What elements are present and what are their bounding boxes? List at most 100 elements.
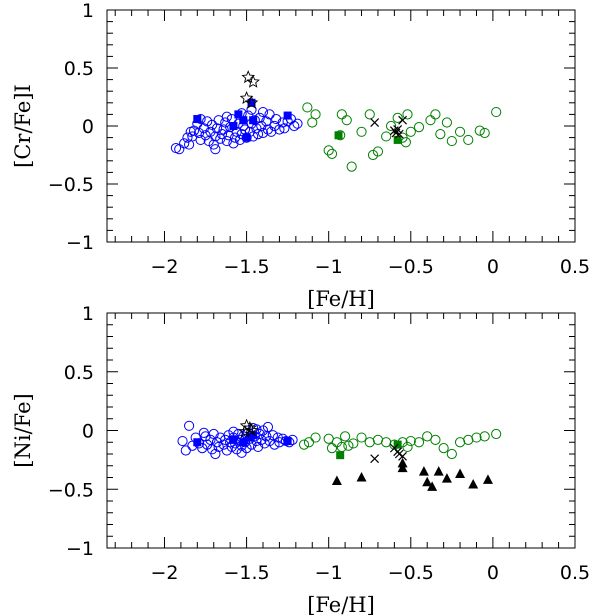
data-point bbox=[413, 437, 425, 448]
data-point bbox=[266, 126, 277, 137]
data-point bbox=[210, 448, 221, 460]
data-point bbox=[446, 448, 457, 460]
series-filled-square bbox=[193, 98, 292, 142]
data-point bbox=[236, 447, 247, 458]
data-point bbox=[244, 423, 259, 437]
data-point bbox=[283, 437, 292, 446]
data-point bbox=[463, 134, 474, 146]
data-point bbox=[334, 131, 343, 140]
y-tick-label: 0.5 bbox=[64, 362, 94, 384]
y-tick-label: 0 bbox=[82, 421, 94, 443]
data-point bbox=[438, 443, 449, 454]
data-point bbox=[356, 472, 367, 482]
data-point bbox=[491, 106, 502, 118]
data-point bbox=[289, 120, 300, 132]
x-tick-label: −0.5 bbox=[388, 256, 434, 278]
data-point bbox=[336, 109, 347, 120]
data-point bbox=[433, 466, 444, 476]
data-point bbox=[430, 434, 441, 445]
data-point bbox=[441, 117, 453, 128]
data-point bbox=[239, 116, 248, 125]
data-point bbox=[298, 439, 310, 450]
data-point bbox=[468, 479, 479, 489]
data-point bbox=[244, 95, 259, 109]
data-point bbox=[402, 109, 413, 120]
y-axis-label: [Ni/Fe] bbox=[11, 393, 35, 467]
data-point bbox=[229, 132, 241, 143]
data-point bbox=[261, 116, 272, 127]
data-point bbox=[372, 146, 384, 157]
data-point bbox=[454, 126, 466, 137]
ni-fe-panel: −2 −1.5 −1 −0.5 0 0.5 −1 −0.5 0 0.5 1 [Fe/H] [Ni/Fe] bbox=[11, 303, 590, 616]
data-point bbox=[397, 462, 408, 473]
data-point bbox=[413, 122, 425, 133]
series-filled-square bbox=[193, 431, 292, 447]
x-tick-label: −2 bbox=[150, 562, 178, 584]
y-tick-label: −1 bbox=[66, 232, 94, 254]
data-point bbox=[185, 126, 196, 137]
data-point bbox=[262, 124, 274, 135]
y-tick-label: −0.5 bbox=[48, 479, 94, 501]
data-point bbox=[249, 116, 258, 125]
data-point bbox=[394, 129, 404, 139]
x-tick-label: −1.5 bbox=[224, 256, 270, 278]
data-point bbox=[336, 451, 345, 460]
data-point bbox=[435, 129, 446, 140]
data-point bbox=[348, 438, 359, 449]
data-point bbox=[174, 144, 185, 155]
data-point bbox=[405, 126, 416, 137]
data-point bbox=[182, 132, 193, 143]
data-point bbox=[283, 111, 292, 120]
data-point bbox=[269, 439, 280, 450]
data-point bbox=[184, 420, 195, 431]
data-point bbox=[346, 161, 357, 172]
x-tick-label: −1.5 bbox=[224, 562, 270, 584]
data-point bbox=[198, 427, 209, 438]
data-point bbox=[210, 144, 221, 155]
x-tick-label: −2 bbox=[150, 256, 178, 278]
data-point bbox=[471, 432, 482, 443]
data-point bbox=[370, 454, 380, 464]
data-point bbox=[356, 126, 367, 137]
y-tick-label: −1 bbox=[66, 538, 94, 560]
data-point bbox=[252, 441, 264, 453]
x-tick-label: −1 bbox=[315, 256, 343, 278]
data-point bbox=[229, 435, 238, 444]
data-point bbox=[233, 428, 244, 440]
data-point bbox=[274, 124, 285, 135]
data-point bbox=[479, 127, 490, 139]
data-point bbox=[323, 145, 334, 156]
y-tick-label: 0.5 bbox=[64, 58, 94, 80]
data-point bbox=[385, 120, 397, 132]
data-point bbox=[474, 125, 485, 136]
data-point bbox=[482, 474, 493, 484]
data-point bbox=[491, 428, 502, 440]
plot-frame bbox=[106, 312, 576, 549]
data-point bbox=[229, 122, 238, 130]
data-point bbox=[249, 431, 258, 440]
y-axis-label: [Cr/Fe]I bbox=[11, 84, 35, 168]
cr-fe-panel: −2 −1.5 −1 −0.5 0 0.5 −1 −0.5 0 0.5 1 [Fe/H] [Cr/Fe]… bbox=[11, 0, 590, 311]
data-point bbox=[247, 98, 256, 107]
x-tick-label: 0.5 bbox=[560, 256, 590, 278]
y-tick-label: 1 bbox=[82, 0, 94, 22]
data-point bbox=[262, 421, 274, 433]
x-axis-label: [Fe/H] bbox=[307, 287, 375, 311]
plot-frame bbox=[106, 9, 576, 243]
data-point bbox=[340, 431, 351, 442]
data-point bbox=[455, 468, 466, 478]
y-tick-label: −0.5 bbox=[48, 174, 94, 196]
data-point bbox=[242, 133, 251, 142]
data-point bbox=[418, 466, 429, 476]
data-point bbox=[391, 128, 401, 138]
data-point bbox=[392, 112, 403, 123]
data-point bbox=[341, 115, 352, 126]
data-point bbox=[331, 475, 342, 486]
data-point bbox=[210, 131, 221, 142]
data-point bbox=[381, 131, 392, 142]
data-point bbox=[279, 123, 290, 134]
data-point bbox=[180, 445, 191, 456]
series-cross bbox=[370, 115, 408, 139]
x-tick-label: −0.5 bbox=[388, 562, 434, 584]
